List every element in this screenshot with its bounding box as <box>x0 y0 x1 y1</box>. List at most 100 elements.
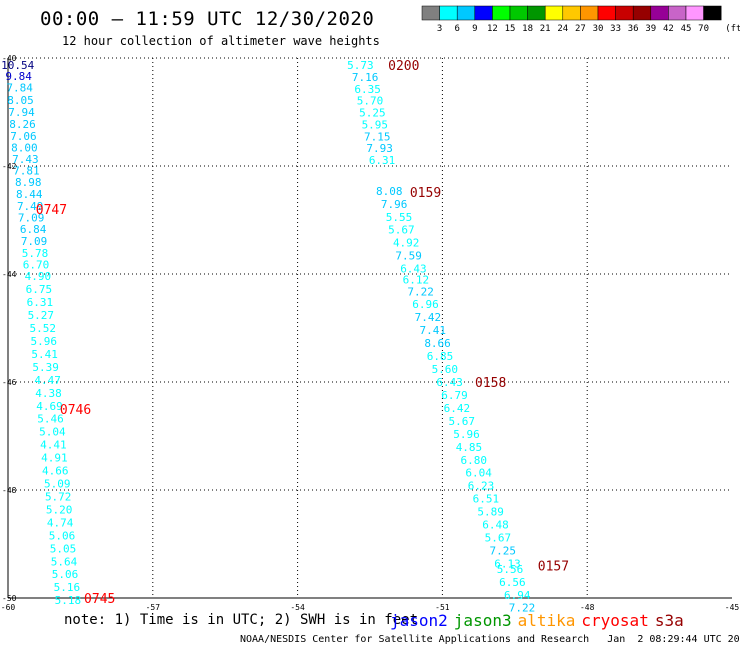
wave-height-label: 6.42 <box>444 402 471 415</box>
wave-height-label: 7.84 <box>6 82 33 95</box>
wave-height-label: 7.25 <box>489 544 516 557</box>
wave-height-label: 6.51 <box>473 493 500 506</box>
legend-label: 15 <box>505 24 516 34</box>
wave-height-label: 5.16 <box>54 581 81 594</box>
y-tick-label: -48 <box>2 486 17 495</box>
wave-height-label: 4.92 <box>393 237 420 250</box>
legend-swatch <box>421 5 440 21</box>
wave-height-label: 7.15 <box>364 130 391 143</box>
wave-height-label: 6.48 <box>482 519 509 532</box>
x-tick-label: -60 <box>1 603 16 612</box>
wave-height-label: 7.42 <box>415 311 442 324</box>
wave-height-label: 6.43 <box>400 263 427 276</box>
wave-height-label: 4.69 <box>36 400 63 413</box>
wave-height-label: 5.95 <box>362 118 389 131</box>
wave-height-label: 5.06 <box>49 529 76 542</box>
wave-height-label: 7.22 <box>509 602 536 615</box>
legend-swatch <box>544 5 564 21</box>
x-tick-label: -51 <box>435 603 450 612</box>
legend-label: 30 <box>593 24 604 34</box>
wave-height-label: 6.94 <box>504 589 531 602</box>
wave-height-label: 8.26 <box>9 118 36 131</box>
y-tick-label: -50 <box>2 594 17 603</box>
legend-swatch <box>456 5 476 21</box>
x-tick-label: -45 <box>725 603 740 612</box>
wave-height-label: 5.60 <box>432 363 459 376</box>
legend-label: 3 <box>437 24 442 34</box>
legend-swatch <box>474 5 493 21</box>
wave-height-label: 5.72 <box>45 490 72 503</box>
legend-swatch <box>562 5 581 21</box>
wave-height-label: 7.81 <box>13 164 40 177</box>
legend-swatch <box>685 5 704 21</box>
wave-height-label: 8.98 <box>15 176 42 189</box>
y-tick-label: -44 <box>2 270 17 279</box>
wave-height-label: 7.41 <box>419 324 446 337</box>
satellite-label: altika <box>517 611 576 630</box>
wave-height-label: 8.00 <box>11 142 38 155</box>
wave-height-label: 6.85 <box>427 350 454 363</box>
wave-height-label: 6.04 <box>465 467 492 480</box>
wave-height-label: 7.59 <box>395 250 422 263</box>
wave-height-label: 4.38 <box>35 387 62 400</box>
time-label: 0158 <box>475 376 506 391</box>
wave-height-label: 7.09 <box>21 235 48 248</box>
wave-height-label: 7.96 <box>381 198 408 211</box>
wave-height-label: 5.70 <box>357 95 384 108</box>
x-tick-label: -48 <box>580 603 595 612</box>
wave-height-label: 7.06 <box>10 130 37 143</box>
wave-height-label: 6.96 <box>412 298 439 311</box>
wave-height-label: 7.22 <box>407 285 434 298</box>
wave-height-label: 7.43 <box>12 153 39 166</box>
wave-height-label: 4.85 <box>456 441 483 454</box>
legend-swatch <box>597 5 616 21</box>
wave-height-label: 5.25 <box>359 107 386 120</box>
x-tick-label: -54 <box>290 603 305 612</box>
legend-swatch <box>632 5 652 21</box>
wave-height-label: 5.78 <box>22 247 49 260</box>
wave-height-label: 5.64 <box>51 555 78 568</box>
wave-height-label: 5.18 <box>55 594 82 607</box>
wave-height-label: 5.52 <box>30 322 57 335</box>
legend-label: 70 <box>698 24 709 34</box>
legend-label: 12 <box>487 24 498 34</box>
wave-height-label: 7.16 <box>352 71 379 84</box>
time-label: 0157 <box>538 560 569 575</box>
wave-height-label: 5.89 <box>477 506 504 519</box>
wave-height-label: 9.84 <box>5 70 32 83</box>
legend-swatch <box>650 5 669 21</box>
wave-height-label: 8.08 <box>376 185 403 198</box>
legend-label: 24 <box>557 24 568 34</box>
wave-height-label: 5.56 <box>497 563 524 576</box>
wave-height-label: 10.54 <box>1 59 34 72</box>
wave-height-label: 6.80 <box>461 454 488 467</box>
legend-label: 21 <box>540 24 551 34</box>
wave-height-label: 5.73 <box>347 59 374 72</box>
wave-height-label: 5.67 <box>388 224 415 237</box>
wave-height-label: 5.20 <box>46 503 73 516</box>
wave-height-label: 5.06 <box>52 568 79 581</box>
legend-label: 6 <box>454 24 459 34</box>
wave-height-label: 6.31 <box>369 154 396 167</box>
wave-height-label: 6.23 <box>468 480 495 493</box>
wave-height-label: 7.94 <box>8 106 35 119</box>
y-tick-label: -42 <box>2 162 17 171</box>
x-tick-label: -57 <box>146 603 161 612</box>
wave-height-label: 6.75 <box>26 283 53 296</box>
wave-height-label: 5.96 <box>453 428 480 441</box>
satellite-label: jason3 <box>453 611 512 630</box>
wave-height-label: 6.79 <box>441 389 468 402</box>
wave-height-label: 8.66 <box>424 337 451 350</box>
legend-swatch <box>580 5 599 21</box>
satellite-label: s3a <box>654 611 684 630</box>
wave-height-label: 6.31 <box>27 296 54 309</box>
satellite-legend: jason2 jason3 altika cryosat s3a <box>390 611 690 630</box>
wave-height-label: 5.39 <box>32 361 59 374</box>
legend-unit: (ft) <box>725 24 740 34</box>
wave-height-label: 5.04 <box>39 426 66 439</box>
time-label: 0747 <box>36 203 67 218</box>
wave-height-label: 6.13 <box>494 557 521 570</box>
legend-label: 27 <box>575 24 586 34</box>
wave-height-label: 6.56 <box>499 576 526 589</box>
